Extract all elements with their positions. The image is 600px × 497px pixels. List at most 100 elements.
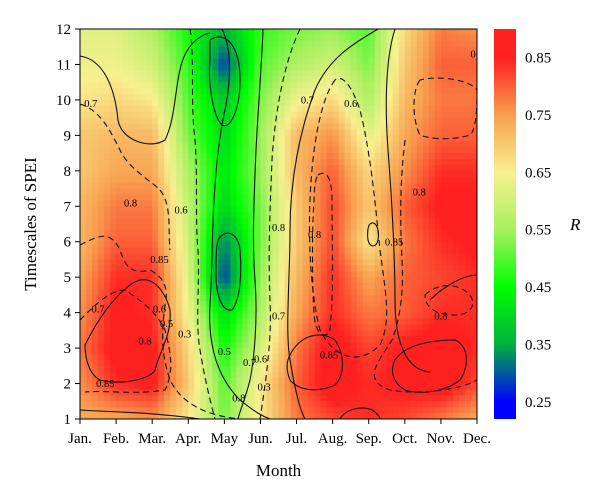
heatmap-cell (470, 135, 477, 142)
heatmap-cell (362, 129, 370, 136)
heatmap-cell (302, 324, 310, 331)
heatmap-cell (260, 40, 268, 48)
heatmap-cell (254, 365, 262, 373)
heatmap-cell (170, 218, 177, 225)
heatmap-cell (326, 99, 334, 107)
heatmap-cell (374, 111, 382, 119)
heatmap-cell (422, 359, 430, 367)
heatmap-cell (80, 413, 87, 419)
heatmap-cell (134, 407, 141, 414)
heatmap-cell (296, 159, 304, 166)
heatmap-cell (452, 389, 460, 396)
heatmap-cell (380, 64, 388, 71)
contour-labels: 0.850.80.7 0.60.50.30.850.80.70.60.50.30.… (84, 49, 483, 404)
heatmap-cell (242, 289, 250, 296)
heatmap-cell (398, 159, 406, 166)
heatmap-cell (200, 318, 207, 326)
heatmap-cell (182, 401, 189, 408)
heatmap-cell (356, 212, 364, 219)
heatmap-cell (176, 348, 183, 355)
heatmap-cell (368, 129, 376, 136)
heatmap-cell (416, 277, 424, 284)
heatmap-cell (212, 159, 219, 166)
heatmap-cell (386, 401, 394, 408)
heatmap-cell (314, 330, 322, 337)
heatmap-cell (398, 265, 406, 272)
heatmap-cell (296, 176, 304, 184)
heatmap-cell (140, 105, 147, 113)
heatmap-cell (368, 365, 376, 373)
heatmap-cell (146, 58, 153, 66)
heatmap-cell (86, 170, 93, 178)
heatmap-cell (266, 354, 274, 361)
heatmap-cell (428, 283, 436, 290)
heatmap-cell (464, 235, 472, 243)
heatmap-cell (146, 218, 153, 225)
heatmap-cell (188, 82, 195, 89)
heatmap-cell (326, 389, 334, 396)
heatmap-cell (296, 306, 304, 314)
heatmap-cell (416, 294, 424, 302)
heatmap-cell (398, 188, 406, 196)
heatmap-cell (434, 64, 442, 71)
contour-label: 0.6 (175, 205, 188, 216)
heatmap-cell (470, 401, 477, 408)
heatmap-cell (122, 247, 129, 255)
heatmap-cell (194, 88, 201, 95)
heatmap-cell (410, 265, 418, 272)
heatmap-cell (404, 359, 412, 367)
heatmap-cell (104, 271, 111, 278)
heatmap-cell (308, 105, 316, 113)
heatmap-cell (368, 336, 376, 343)
heatmap-cell (152, 94, 159, 101)
heatmap-cell (158, 129, 165, 136)
heatmap-cell (134, 401, 141, 408)
heatmap-cell (218, 283, 225, 290)
heatmap-cell (158, 413, 165, 419)
heatmap-cell (104, 64, 111, 71)
heatmap-cell (140, 371, 147, 379)
heatmap-cell (98, 129, 105, 136)
heatmap-cell (404, 389, 412, 396)
heatmap-cell (452, 147, 460, 154)
heatmap-cell (278, 283, 286, 290)
heatmap-cell (368, 389, 376, 396)
heatmap-cell (158, 29, 165, 36)
contour-label: 0.8 (470, 49, 483, 60)
heatmap-cell (176, 271, 183, 278)
heatmap-cell (464, 306, 472, 314)
heatmap-cell (464, 170, 472, 178)
heatmap-cell (314, 200, 322, 207)
heatmap-cell (356, 99, 364, 107)
heatmap-cell (278, 141, 286, 148)
heatmap-cell (224, 29, 231, 36)
heatmap-cell (446, 241, 454, 249)
heatmap-cell (200, 46, 207, 54)
heatmap-cell (266, 229, 274, 237)
heatmap-cell (470, 88, 477, 95)
heatmap-cell (110, 94, 117, 101)
heatmap-cell (392, 182, 400, 190)
heatmap-cell (170, 265, 177, 272)
heatmap-cell (116, 70, 123, 77)
heatmap-cell (464, 58, 472, 66)
heatmap-cell (86, 377, 93, 385)
heatmap-cell (248, 218, 256, 225)
heatmap-cell (278, 123, 286, 131)
heatmap-cell (140, 271, 147, 278)
heatmap-cell (296, 342, 304, 349)
heatmap-cell (362, 289, 370, 296)
heatmap-cell (416, 265, 424, 272)
heatmap-cell (182, 188, 189, 196)
heatmap-cell (248, 46, 256, 54)
heatmap-cell (260, 200, 268, 207)
heatmap-cell (158, 395, 165, 402)
heatmap-cell (422, 159, 430, 166)
heatmap-cell (458, 159, 466, 166)
heatmap-cell (440, 383, 448, 391)
heatmap-cell (200, 111, 207, 119)
heatmap-cell (164, 271, 171, 278)
heatmap-cell (104, 200, 111, 207)
heatmap-cell (308, 135, 316, 142)
heatmap-cell (350, 371, 358, 379)
